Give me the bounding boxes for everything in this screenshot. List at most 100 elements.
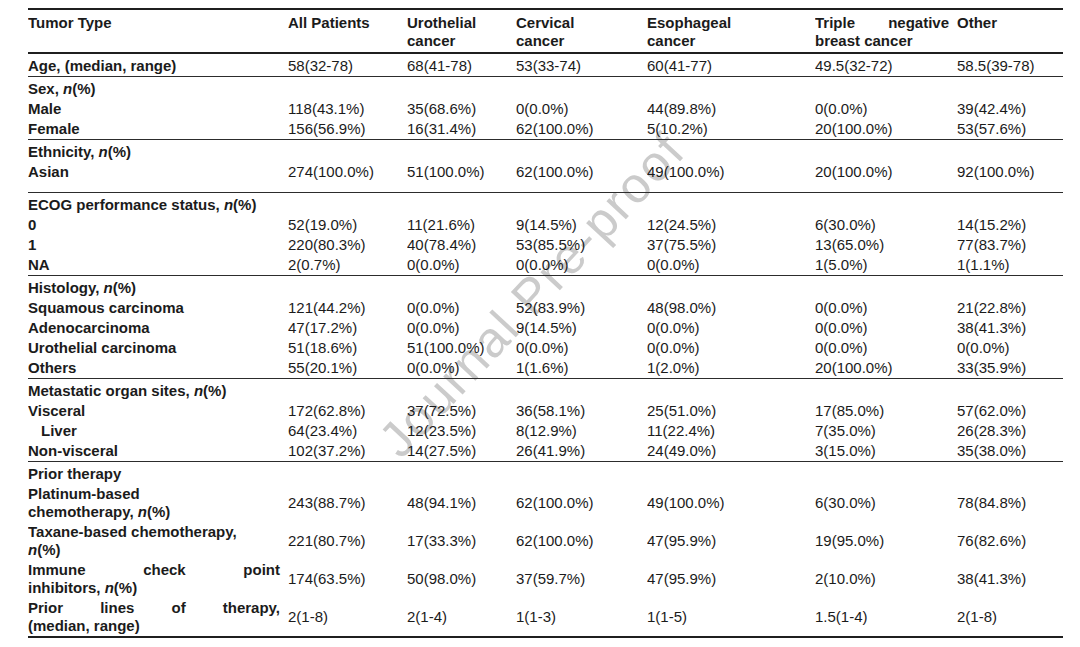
cell-value: 49(100.0%) bbox=[647, 162, 815, 193]
cell-value: 243(88.7%) bbox=[288, 484, 407, 522]
row-label: 0 bbox=[28, 215, 288, 235]
table-row: Non-visceral102(37.2%)14(27.5%)26(41.9%)… bbox=[28, 441, 1063, 462]
table-section: Sex, n(%)Male118(43.1%)35(68.6%)0(0.0%)4… bbox=[28, 77, 1063, 140]
table-row: Liver64(23.4%)12(23.5%)8(12.9%)11(22.4%)… bbox=[28, 421, 1063, 441]
cell-value: 1(1-5) bbox=[647, 598, 815, 637]
cell-value: 38(41.3%) bbox=[957, 560, 1063, 598]
table-row: Urothelial carcinoma51(18.6%)51(100.0%)0… bbox=[28, 338, 1063, 358]
cell-value: 118(43.1%) bbox=[288, 99, 407, 119]
patient-characteristics-table: Tumor TypeAll PatientsUrothelialcancerCe… bbox=[28, 8, 1063, 638]
cell-value: 53(33-74) bbox=[516, 53, 647, 77]
cell-value: 172(62.8%) bbox=[288, 401, 407, 421]
column-header: Cervicalcancer bbox=[516, 9, 647, 53]
column-header: Urothelialcancer bbox=[407, 9, 516, 53]
row-label: Squamous carcinoma bbox=[28, 298, 288, 318]
cell-value: 12(23.5%) bbox=[407, 421, 516, 441]
cell-value: 0(0.0%) bbox=[516, 338, 647, 358]
cell-value: 44(89.8%) bbox=[647, 99, 815, 119]
cell-value: 2(10.0%) bbox=[815, 560, 957, 598]
column-header: Other bbox=[957, 9, 1063, 53]
cell-value: 2(1-4) bbox=[407, 598, 516, 637]
cell-value: 13(65.0%) bbox=[815, 235, 957, 255]
row-label: Others bbox=[28, 358, 288, 379]
cell-value: 62(100.0%) bbox=[516, 484, 647, 522]
cell-value: 1(5.0%) bbox=[815, 255, 957, 276]
cell-value: 48(98.0%) bbox=[647, 298, 815, 318]
cell-value: 14(27.5%) bbox=[407, 441, 516, 462]
cell-value: 37(59.7%) bbox=[516, 560, 647, 598]
cell-value: 51(18.6%) bbox=[288, 338, 407, 358]
table-row: Age, (median, range)58(32-78)68(41-78)53… bbox=[28, 53, 1063, 77]
cell-value: 121(44.2%) bbox=[288, 298, 407, 318]
cell-value: 0(0.0%) bbox=[815, 99, 957, 119]
cell-value: 102(37.2%) bbox=[288, 441, 407, 462]
cell-value: 14(15.2%) bbox=[957, 215, 1063, 235]
column-header: Esophagealcancer bbox=[647, 9, 815, 53]
cell-value: 50(98.0%) bbox=[407, 560, 516, 598]
row-label: Ethnicity, n(%) bbox=[28, 140, 1063, 163]
cell-value: 40(78.4%) bbox=[407, 235, 516, 255]
cell-value: 21(22.8%) bbox=[957, 298, 1063, 318]
cell-value: 58(32-78) bbox=[288, 53, 407, 77]
cell-value: 62(100.0%) bbox=[516, 522, 647, 560]
table-row: Visceral172(62.8%)37(72.5%)36(58.1%)25(5… bbox=[28, 401, 1063, 421]
cell-value: 5(10.2%) bbox=[647, 119, 815, 140]
table-section: Age, (median, range)58(32-78)68(41-78)53… bbox=[28, 53, 1063, 77]
table-row: 052(19.0%)11(21.6%)9(14.5%)12(24.5%)6(30… bbox=[28, 215, 1063, 235]
cell-value: 2(1-8) bbox=[288, 598, 407, 637]
cell-value: 8(12.9%) bbox=[516, 421, 647, 441]
cell-value: 38(41.3%) bbox=[957, 318, 1063, 338]
table-row: Squamous carcinoma121(44.2%)0(0.0%)52(83… bbox=[28, 298, 1063, 318]
cell-value: 20(100.0%) bbox=[815, 119, 957, 140]
section-header-row: Metastatic organ sites, n(%) bbox=[28, 379, 1063, 402]
column-header: Tumor Type bbox=[28, 9, 288, 53]
cell-value: 0(0.0%) bbox=[647, 318, 815, 338]
cell-value: 17(85.0%) bbox=[815, 401, 957, 421]
cell-value: 0(0.0%) bbox=[407, 358, 516, 379]
cell-value: 16(31.4%) bbox=[407, 119, 516, 140]
cell-value: 0(0.0%) bbox=[516, 99, 647, 119]
cell-value: 55(20.1%) bbox=[288, 358, 407, 379]
cell-value: 0(0.0%) bbox=[957, 338, 1063, 358]
cell-value: 9(14.5%) bbox=[516, 318, 647, 338]
header-row: Tumor TypeAll PatientsUrothelialcancerCe… bbox=[28, 9, 1063, 53]
table-section: Ethnicity, n(%)Asian274(100.0%)51(100.0%… bbox=[28, 140, 1063, 193]
cell-value: 60(41-77) bbox=[647, 53, 815, 77]
cell-value: 92(100.0%) bbox=[957, 162, 1063, 193]
table-row: Male118(43.1%)35(68.6%)0(0.0%)44(89.8%)0… bbox=[28, 99, 1063, 119]
table-row: Female156(56.9%)16(31.4%)62(100.0%)5(10.… bbox=[28, 119, 1063, 140]
table-section: Prior therapyPlatinum-basedchemotherapy,… bbox=[28, 462, 1063, 638]
table-section: Metastatic organ sites, n(%)Visceral172(… bbox=[28, 379, 1063, 462]
cell-value: 62(100.0%) bbox=[516, 162, 647, 193]
section-header-row: Histology, n(%) bbox=[28, 276, 1063, 299]
cell-value: 2(0.7%) bbox=[288, 255, 407, 276]
cell-value: 6(30.0%) bbox=[815, 484, 957, 522]
row-label: Sex, n(%) bbox=[28, 77, 1063, 100]
row-label: Platinum-basedchemotherapy, n(%) bbox=[28, 484, 288, 522]
cell-value: 62(100.0%) bbox=[516, 119, 647, 140]
table-row: Platinum-basedchemotherapy, n(%)243(88.7… bbox=[28, 484, 1063, 522]
row-label: Asian bbox=[28, 162, 288, 193]
cell-value: 1(2.0%) bbox=[647, 358, 815, 379]
cell-value: 0(0.0%) bbox=[407, 318, 516, 338]
row-label: Taxane-based chemotherapy,n(%) bbox=[28, 522, 288, 560]
row-label: 1 bbox=[28, 235, 288, 255]
cell-value: 37(72.5%) bbox=[407, 401, 516, 421]
cell-value: 39(42.4%) bbox=[957, 99, 1063, 119]
cell-value: 221(80.7%) bbox=[288, 522, 407, 560]
row-label: Liver bbox=[28, 421, 288, 441]
section-header-row: ECOG performance status, n(%) bbox=[28, 193, 1063, 216]
table-header: Tumor TypeAll PatientsUrothelialcancerCe… bbox=[28, 9, 1063, 53]
cell-value: 51(100.0%) bbox=[407, 162, 516, 193]
cell-value: 26(41.9%) bbox=[516, 441, 647, 462]
cell-value: 11(22.4%) bbox=[647, 421, 815, 441]
cell-value: 24(49.0%) bbox=[647, 441, 815, 462]
row-label: Female bbox=[28, 119, 288, 140]
table-row: Immune check pointinhibitors, n(%)174(63… bbox=[28, 560, 1063, 598]
row-label: Age, (median, range) bbox=[28, 53, 288, 77]
cell-value: 1(1.1%) bbox=[957, 255, 1063, 276]
cell-value: 11(21.6%) bbox=[407, 215, 516, 235]
table-row: Others55(20.1%)0(0.0%)1(1.6%)1(2.0%)20(1… bbox=[28, 358, 1063, 379]
row-label: Male bbox=[28, 99, 288, 119]
table-section: Histology, n(%)Squamous carcinoma121(44.… bbox=[28, 276, 1063, 379]
